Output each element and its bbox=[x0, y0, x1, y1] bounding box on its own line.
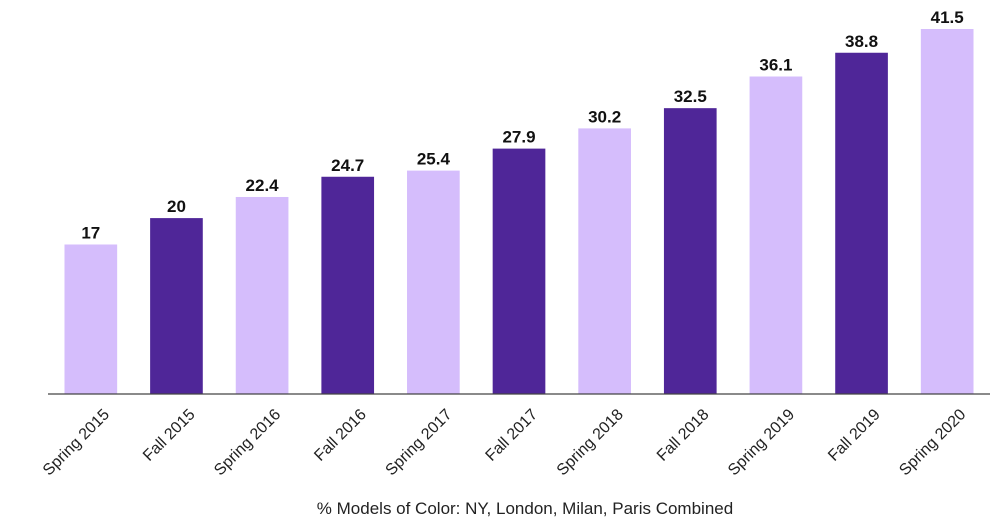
bar-fall-2015 bbox=[150, 218, 203, 394]
x-axis-title: % Models of Color: NY, London, Milan, Pa… bbox=[317, 499, 733, 518]
bar-fall-2019 bbox=[835, 52, 888, 394]
value-label-spring-2017: 25.4 bbox=[417, 150, 451, 169]
x-tick-label-fall-2015: Fall 2015 bbox=[140, 406, 199, 465]
value-labels-layer: 17 20 22.4 24.7 25.4 27.9 30.2 32.5 36.1 38.8 41.5 bbox=[81, 8, 963, 242]
bar-spring-2016 bbox=[235, 196, 289, 394]
bar-spring-2018 bbox=[578, 128, 631, 394]
x-tick-label-spring-2018: Spring 2018 bbox=[554, 406, 627, 479]
bar-fall-2017 bbox=[492, 148, 546, 394]
x-tick-label-fall-2017: Fall 2017 bbox=[483, 406, 542, 465]
value-label-spring-2020: 41.5 bbox=[931, 8, 964, 27]
value-label-fall-2015: 20 bbox=[167, 197, 186, 216]
x-tick-label-fall-2018: Fall 2018 bbox=[654, 406, 713, 465]
bar-spring-2017 bbox=[407, 170, 460, 394]
value-label-spring-2019: 36.1 bbox=[759, 55, 792, 74]
value-label-spring-2016: 22.4 bbox=[246, 176, 280, 195]
bar-spring-2019 bbox=[749, 76, 803, 395]
value-label-spring-2018: 30.2 bbox=[588, 107, 621, 126]
bar-spring-2020 bbox=[920, 29, 974, 394]
x-tick-label-spring-2016: Spring 2016 bbox=[211, 406, 284, 479]
bars-layer bbox=[64, 29, 974, 395]
x-tick-labels-layer: Spring 2015 Fall 2015 Spring 2016 Fall 2016… bbox=[40, 406, 969, 479]
bar-fall-2018 bbox=[663, 108, 717, 394]
value-label-spring-2015: 17 bbox=[81, 223, 100, 242]
x-tick-label-fall-2019: Fall 2019 bbox=[825, 406, 884, 465]
bar-fall-2016 bbox=[321, 176, 375, 394]
x-tick-label-spring-2019: Spring 2019 bbox=[725, 406, 798, 479]
value-label-fall-2017: 27.9 bbox=[502, 128, 535, 147]
value-label-fall-2019: 38.8 bbox=[845, 32, 878, 51]
value-label-fall-2018: 32.5 bbox=[674, 87, 707, 106]
x-tick-label-fall-2016: Fall 2016 bbox=[311, 406, 370, 465]
x-tick-label-spring-2017: Spring 2017 bbox=[383, 406, 456, 479]
x-tick-label-spring-2020: Spring 2020 bbox=[896, 406, 969, 479]
x-tick-label-spring-2015: Spring 2015 bbox=[40, 406, 113, 479]
bar-spring-2015 bbox=[64, 244, 118, 394]
value-label-fall-2016: 24.7 bbox=[331, 156, 364, 175]
